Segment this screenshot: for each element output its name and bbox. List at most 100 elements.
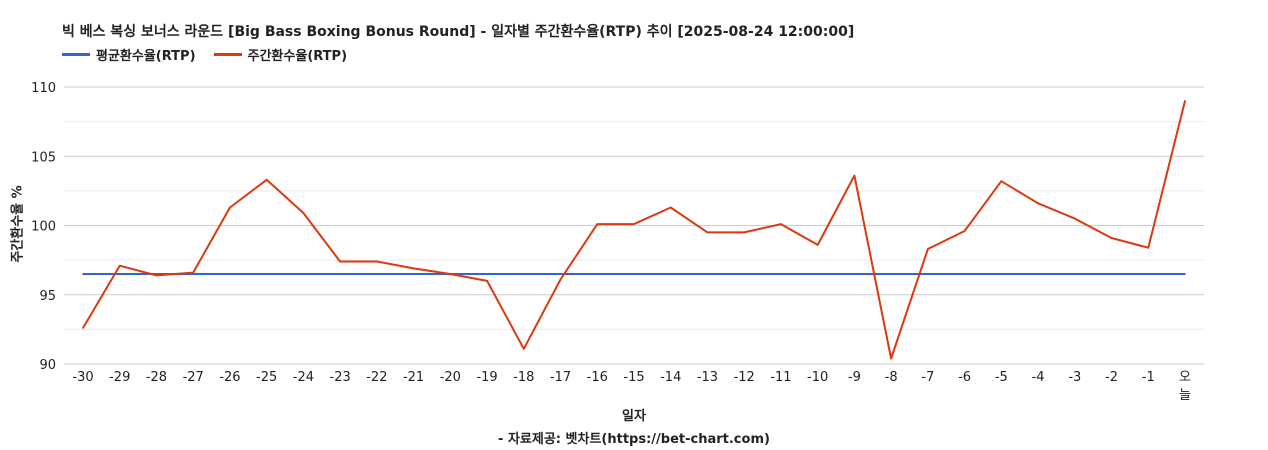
data-point-average: [229, 273, 231, 275]
x-tick-label: -1: [1142, 370, 1155, 385]
data-point-average: [265, 273, 268, 275]
source-credit: - 자료제공: 벳차트(https://bet-chart.com): [498, 432, 770, 447]
x-tick-label: -19: [476, 370, 497, 385]
data-point-weekly: [82, 327, 84, 329]
data-point-weekly: [853, 174, 856, 177]
x-tick-label: -22: [366, 370, 387, 385]
data-point-weekly: [1074, 217, 1076, 220]
data-point-average: [302, 273, 305, 275]
data-point-weekly: [927, 248, 929, 250]
x-tick-label: -5: [995, 370, 1008, 385]
x-tick-label: -26: [219, 370, 240, 385]
data-point-weekly: [229, 206, 231, 209]
legend-label-weekly: 주간환수율(RTP): [247, 49, 348, 64]
data-point-weekly: [265, 178, 268, 181]
data-point-weekly: [1110, 237, 1113, 239]
data-point-weekly: [743, 231, 745, 234]
y-tick-label: 95: [39, 289, 56, 304]
data-point-average: [339, 273, 341, 275]
x-tick-label: -14: [660, 370, 681, 385]
x-tick-label: -7: [921, 370, 934, 385]
y-tick-label: 90: [39, 358, 56, 373]
x-tick-label: -15: [623, 370, 644, 385]
data-point-weekly: [706, 231, 709, 234]
data-point-weekly: [302, 212, 305, 214]
y-axis-label: 주간환수율 %: [10, 185, 26, 263]
data-point-average: [1110, 273, 1113, 275]
x-axis-label: 일자: [622, 409, 646, 424]
data-point-average: [963, 273, 966, 275]
chart-title: 빅 베스 복싱 보너스 라운드 [Big Bass Boxing Bonus R…: [62, 24, 855, 40]
x-tick-label: -8: [885, 370, 898, 385]
x-tick-label: -18: [513, 370, 534, 385]
data-point-average: [890, 273, 892, 275]
x-tick-label: -13: [697, 370, 718, 385]
data-point-average: [853, 273, 856, 275]
y-tick-label: 105: [31, 150, 56, 165]
x-tick-label: -30: [72, 370, 93, 385]
data-point-weekly: [1000, 180, 1003, 182]
data-point-weekly: [963, 230, 966, 232]
legend: 평균환수율(RTP) 주간환수율(RTP): [62, 45, 347, 64]
data-point-average: [412, 273, 415, 275]
data-point-weekly: [633, 223, 635, 225]
data-point-weekly: [449, 273, 452, 275]
x-tick-label: -17: [550, 370, 571, 385]
data-point-weekly: [376, 260, 378, 263]
series-line-weekly: [82, 100, 1186, 360]
data-point-weekly: [192, 271, 194, 274]
data-point-average: [780, 273, 782, 275]
legend-swatch-average: [62, 53, 90, 56]
legend-item-average[interactable]: 평균환수율(RTP): [62, 45, 196, 64]
y-tick-label: 110: [31, 81, 56, 96]
data-point-average: [633, 273, 635, 275]
x-tick-label: -23: [330, 370, 351, 385]
data-point-average: [1184, 273, 1186, 275]
data-point-average: [669, 273, 672, 275]
data-point-weekly: [412, 267, 415, 270]
data-point-average: [816, 273, 819, 275]
data-point-average: [486, 273, 488, 275]
data-point-weekly: [1037, 202, 1039, 205]
x-tick-label: -12: [734, 370, 755, 385]
data-point-average: [1000, 273, 1003, 275]
data-point-weekly: [669, 206, 672, 209]
data-point-weekly: [155, 274, 158, 277]
x-tick-label: -16: [587, 370, 608, 385]
y-tick-label: 100: [31, 220, 56, 235]
data-point-average: [376, 273, 378, 275]
legend-label-average: 평균환수율(RTP): [96, 49, 196, 64]
legend-item-weekly[interactable]: 주간환수율(RTP): [213, 45, 348, 64]
data-point-average: [82, 273, 84, 275]
data-point-average: [559, 273, 562, 275]
data-point-average: [523, 273, 525, 275]
data-point-weekly: [118, 264, 121, 267]
data-point-weekly: [596, 223, 599, 225]
x-tick-label: -3: [1068, 370, 1081, 385]
data-point-average: [743, 273, 745, 275]
data-point-weekly: [486, 280, 488, 282]
data-point-average: [927, 273, 929, 275]
x-tick-label: -28: [146, 370, 167, 385]
x-tick-label: -9: [848, 370, 861, 385]
x-tick-label: -2: [1105, 370, 1118, 385]
data-point-average: [596, 273, 599, 275]
x-tick-label: -4: [1032, 370, 1045, 385]
x-tick-label: -11: [770, 370, 791, 385]
data-point-weekly: [559, 278, 562, 281]
data-point-weekly: [523, 347, 525, 350]
x-tick-label: -25: [256, 370, 277, 385]
data-point-weekly: [339, 260, 341, 263]
data-point-weekly: [890, 357, 892, 360]
data-point-average: [1037, 273, 1039, 275]
data-point-average: [118, 273, 121, 275]
data-point-average: [706, 273, 709, 275]
x-tick-label: -6: [958, 370, 971, 385]
data-point-weekly: [1184, 100, 1186, 102]
legend-swatch-weekly: [213, 53, 242, 56]
x-tick-label: -10: [807, 370, 828, 385]
x-tick-label: -27: [183, 370, 204, 385]
data-point-weekly: [1147, 246, 1150, 249]
